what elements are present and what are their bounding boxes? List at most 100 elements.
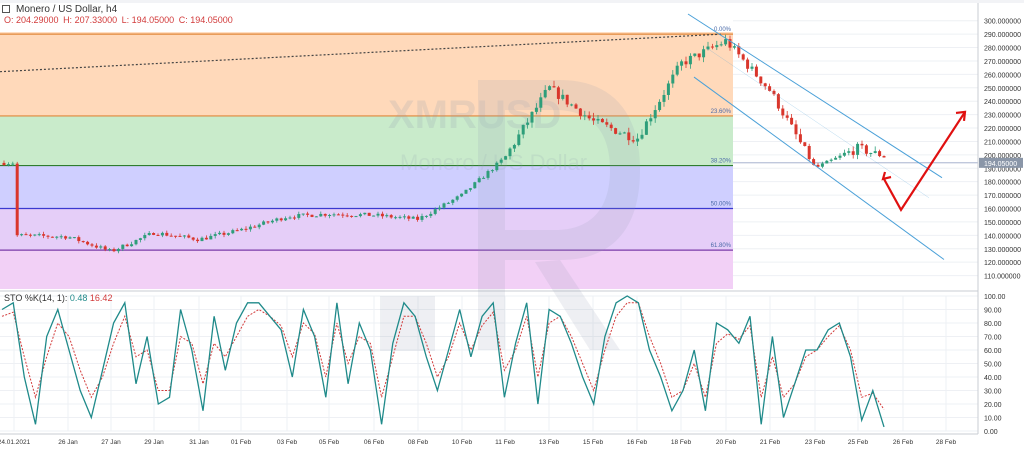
stochastic-panel bbox=[1, 295, 885, 428]
candle-body bbox=[46, 235, 50, 237]
price-tick-label: 150.000000 bbox=[984, 220, 1021, 227]
stochastic-k-value: 0.48 bbox=[69, 293, 88, 303]
candle-body bbox=[319, 213, 323, 217]
candle-body bbox=[420, 216, 424, 220]
candle-body bbox=[284, 218, 288, 221]
candle-body bbox=[609, 124, 613, 129]
candle-body bbox=[424, 215, 428, 217]
candle-body bbox=[336, 214, 340, 216]
candle-body bbox=[301, 213, 305, 215]
candle-body bbox=[759, 76, 763, 84]
candle-body bbox=[169, 235, 173, 237]
candle-body bbox=[55, 236, 59, 238]
candle-body bbox=[618, 133, 622, 135]
candle-body bbox=[143, 235, 147, 239]
candle-body bbox=[768, 86, 772, 91]
candle-body bbox=[464, 189, 468, 194]
candle-body bbox=[706, 46, 710, 50]
candle-body bbox=[367, 212, 371, 216]
stochastic-tick-label: 90.00 bbox=[984, 308, 1002, 315]
candle-body bbox=[235, 230, 239, 232]
stochastic-legend: STO %K(14, 1): 0.48 16.42 bbox=[4, 293, 112, 303]
candle-body bbox=[385, 215, 389, 217]
candle-body bbox=[543, 89, 547, 98]
candle-body bbox=[6, 164, 10, 166]
candle-body bbox=[310, 214, 314, 217]
candle-body bbox=[187, 235, 191, 238]
price-tick-label: 190.000000 bbox=[984, 166, 1021, 173]
candle-body bbox=[807, 145, 811, 160]
price-tick-label: 200.000000 bbox=[984, 153, 1021, 160]
candle-body bbox=[174, 235, 178, 237]
candle-body bbox=[138, 238, 142, 240]
candle-body bbox=[77, 237, 81, 242]
collapse-icon[interactable] bbox=[2, 5, 10, 13]
candle-body bbox=[587, 115, 591, 119]
candle-body bbox=[820, 163, 824, 167]
candle-body bbox=[763, 83, 767, 87]
candle-body bbox=[636, 138, 640, 142]
watermark-logo-leg bbox=[535, 260, 620, 350]
candle-body bbox=[649, 118, 653, 122]
candle-body bbox=[2, 162, 6, 166]
candle-body bbox=[350, 215, 354, 217]
candle-body bbox=[112, 249, 116, 252]
time-tick-label: 31 Jan bbox=[189, 439, 209, 446]
candle-body bbox=[794, 124, 798, 135]
time-tick-label: 26 Feb bbox=[893, 439, 914, 446]
candle-body bbox=[499, 159, 503, 163]
candle-body bbox=[873, 151, 877, 153]
candle-body bbox=[160, 232, 164, 236]
chart-header: Monero / US Dollar, h4 O: 204.29000 H: 2… bbox=[2, 4, 233, 26]
time-tick-label: 20 Feb bbox=[716, 439, 737, 446]
candle-body bbox=[829, 159, 833, 161]
candle-body bbox=[306, 213, 310, 215]
stochastic-d-value: 16.42 bbox=[89, 293, 113, 303]
symbol-title: Monero / US Dollar, h4 bbox=[16, 4, 118, 15]
price-tick-label: 220.000000 bbox=[984, 126, 1021, 133]
candle-body bbox=[24, 234, 28, 236]
candle-body bbox=[81, 241, 85, 243]
candle-body bbox=[592, 118, 596, 121]
candle-body bbox=[204, 237, 208, 240]
candle-body bbox=[460, 193, 464, 197]
drawing-tools bbox=[0, 13, 967, 260]
candle-body bbox=[389, 215, 393, 218]
trend-line bbox=[0, 33, 723, 73]
candle-body bbox=[42, 234, 46, 236]
candle-body bbox=[847, 151, 851, 153]
candle-body bbox=[864, 145, 868, 154]
candle-body bbox=[213, 234, 217, 236]
candle-body bbox=[772, 90, 776, 95]
candle-body bbox=[741, 54, 745, 60]
candle-body bbox=[754, 66, 758, 77]
price-tick-label: 110.000000 bbox=[984, 274, 1021, 281]
candle-body bbox=[869, 152, 873, 154]
candle-body bbox=[697, 53, 701, 58]
candle-body bbox=[675, 65, 679, 75]
candle-body bbox=[240, 228, 244, 231]
candle-body bbox=[653, 110, 657, 119]
candles bbox=[2, 34, 886, 254]
price-tick-label: 180.000000 bbox=[984, 180, 1021, 187]
candle-body bbox=[156, 234, 160, 236]
time-tick-label: 28 Feb bbox=[936, 439, 957, 446]
candle-body bbox=[446, 202, 450, 204]
candle-body bbox=[596, 118, 600, 121]
stochastic-tick-label: 40.00 bbox=[984, 375, 1002, 382]
candle-body bbox=[363, 212, 367, 215]
candle-body bbox=[622, 132, 626, 134]
candle-body bbox=[248, 226, 252, 230]
candle-body bbox=[292, 217, 296, 219]
candle-body bbox=[222, 232, 226, 235]
candle-body bbox=[394, 217, 398, 219]
fib-zone bbox=[0, 165, 733, 209]
high-value: H: 207.33000 bbox=[63, 15, 118, 25]
candle-body bbox=[776, 94, 780, 109]
candle-body bbox=[600, 118, 604, 123]
time-tick-label: 29 Jan bbox=[144, 439, 164, 446]
price-tick-label: 170.000000 bbox=[984, 193, 1021, 200]
candle-body bbox=[816, 164, 820, 167]
